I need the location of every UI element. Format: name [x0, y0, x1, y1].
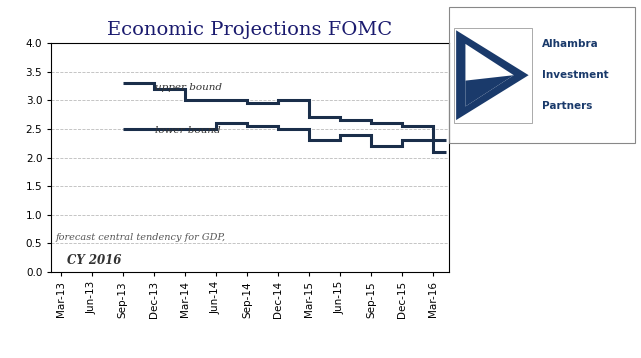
Text: Partners: Partners — [542, 101, 592, 111]
Polygon shape — [465, 44, 514, 106]
Title: Economic Projections FOMC: Economic Projections FOMC — [108, 21, 392, 39]
Text: lower bound: lower bound — [155, 126, 221, 135]
Text: CY 2016: CY 2016 — [67, 255, 122, 267]
Polygon shape — [465, 75, 514, 106]
Text: Investment: Investment — [542, 70, 608, 80]
Bar — [454, 28, 532, 123]
Text: forecast central tendency for GDP,: forecast central tendency for GDP, — [55, 233, 226, 242]
Text: Alhambra: Alhambra — [542, 39, 599, 49]
Text: upper bound: upper bound — [155, 83, 222, 92]
Polygon shape — [456, 30, 529, 120]
